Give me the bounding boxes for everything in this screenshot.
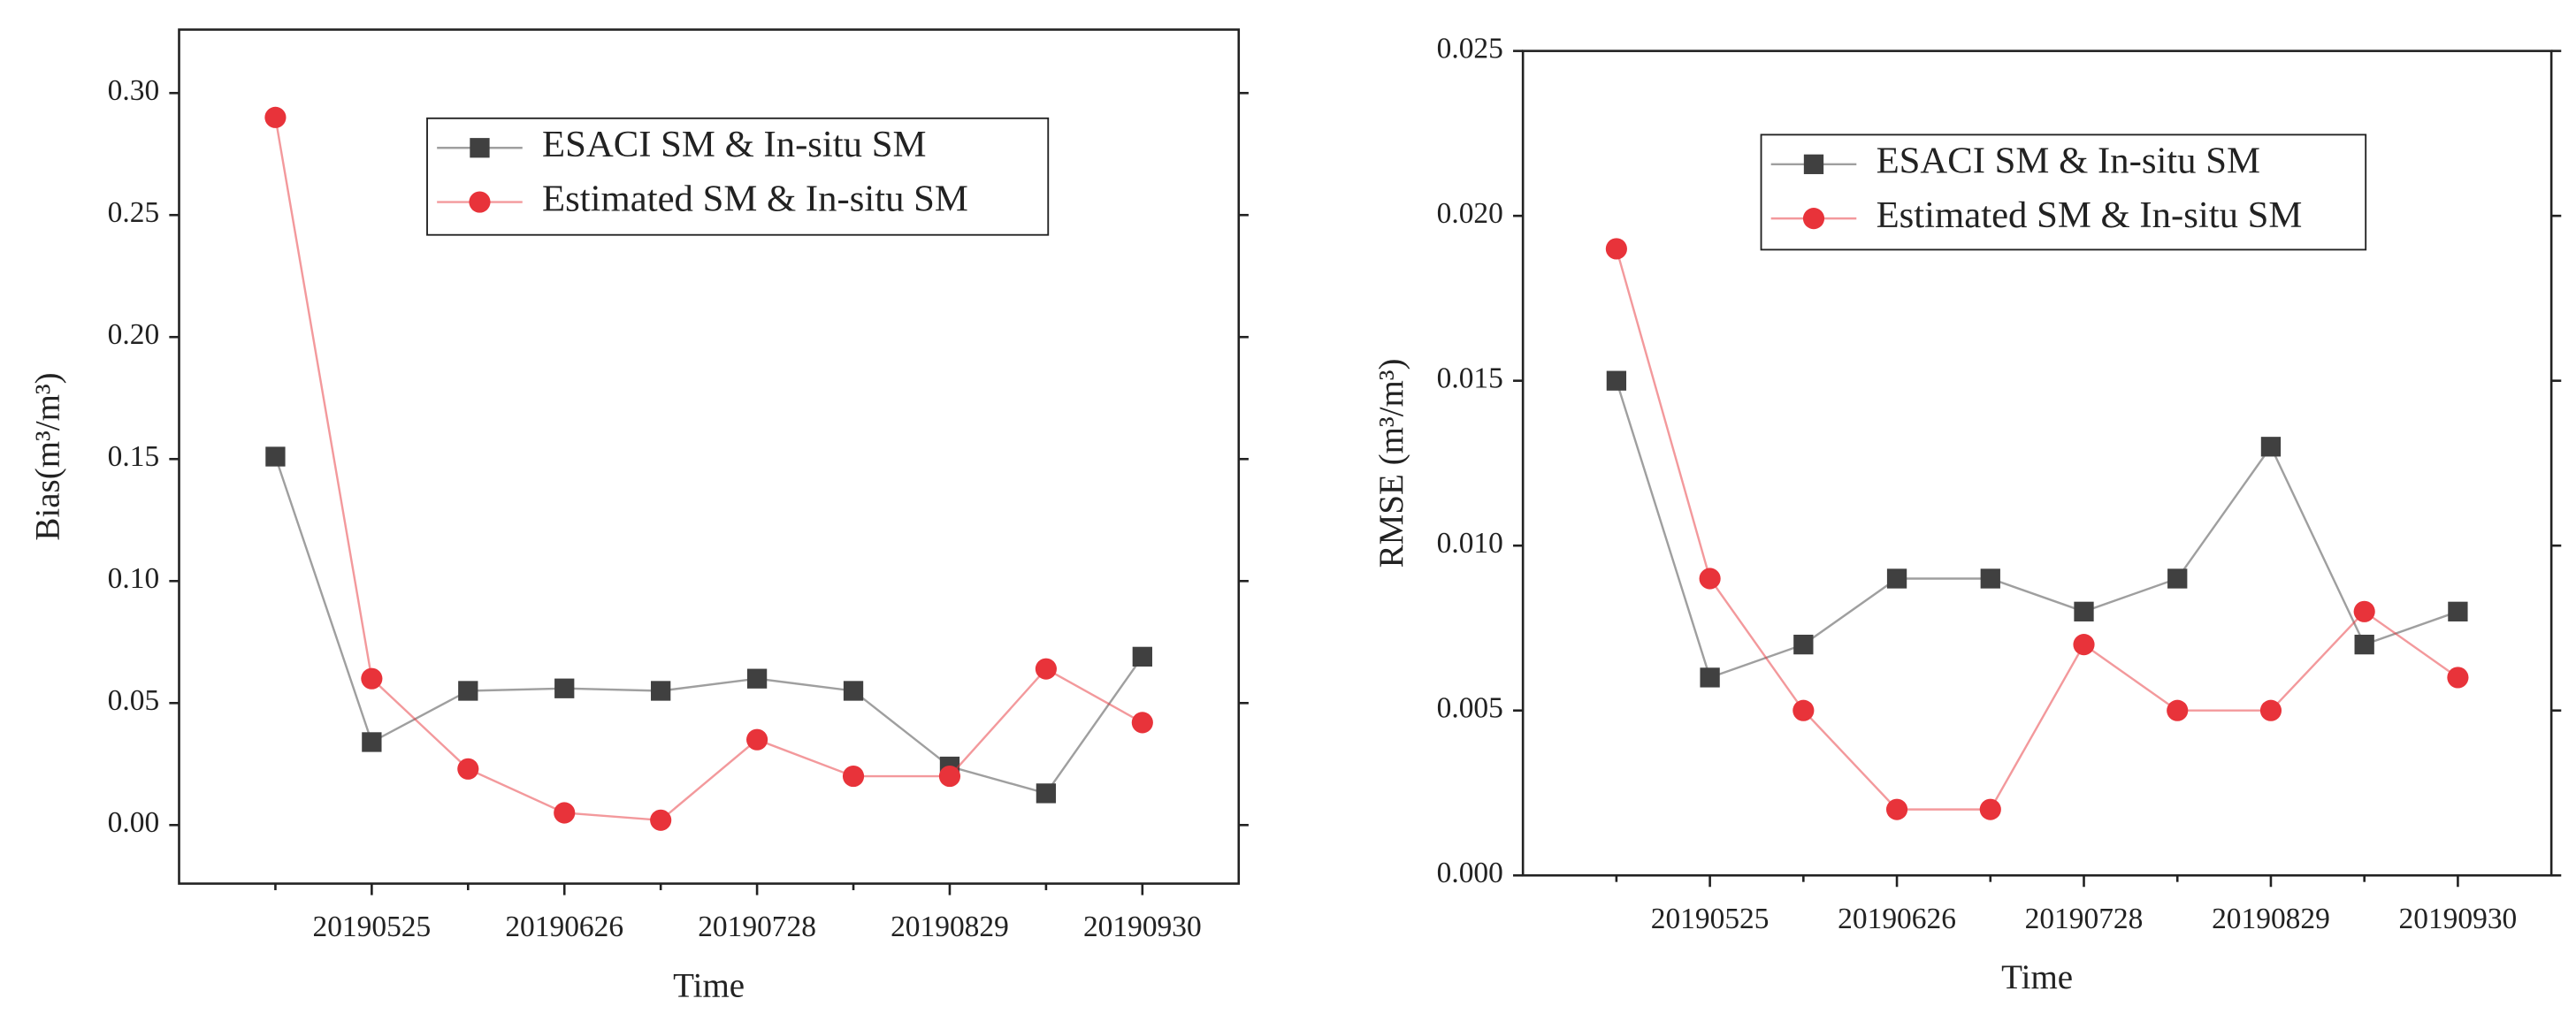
y-tick-label: 0.20 <box>108 318 160 351</box>
marker <box>1793 634 1814 655</box>
marker <box>2167 699 2189 721</box>
marker <box>1606 370 1627 391</box>
y-tick-label: 0.15 <box>108 440 160 473</box>
marker <box>361 667 383 690</box>
x-tick-label: 20190626 <box>1838 903 1956 935</box>
marker <box>554 802 576 824</box>
legend-label: Estimated SM & In-situ SM <box>1877 194 2303 236</box>
marker <box>938 766 961 788</box>
y-tick-label: 0.025 <box>1437 32 1503 65</box>
y-tick-label: 0.000 <box>1437 857 1503 889</box>
x-tick-label: 20190626 <box>505 911 623 943</box>
marker <box>458 681 478 701</box>
marker <box>1131 712 1153 734</box>
marker <box>1885 798 1908 820</box>
marker <box>2354 634 2374 655</box>
y-tick-label: 0.015 <box>1437 362 1503 394</box>
marker <box>2447 667 2469 689</box>
marker <box>264 106 287 128</box>
legend-marker <box>470 138 490 158</box>
y-tick-label: 0.25 <box>108 196 160 229</box>
legend-label: ESACI SM & In-situ SM <box>1877 141 2260 182</box>
marker <box>1699 568 1721 590</box>
marker <box>2074 601 2094 621</box>
marker <box>1886 568 1907 589</box>
marker <box>746 728 768 751</box>
marker <box>2073 634 2095 656</box>
marker <box>1792 699 1815 721</box>
legend-label: ESACI SM & In-situ SM <box>542 124 926 165</box>
x-tick-label: 20190829 <box>2212 903 2330 935</box>
series-line <box>1615 380 2458 679</box>
marker <box>1036 783 1057 804</box>
marker <box>2260 437 2282 457</box>
series-line <box>274 456 1143 795</box>
marker <box>1980 568 2000 589</box>
plot-frame <box>178 28 1241 885</box>
y-tick-label: 0.30 <box>108 74 160 107</box>
legend: ESACI SM & In-situ SM Estimated SM & In-s… <box>426 117 1050 236</box>
legend-box <box>426 117 1050 236</box>
legend-marker <box>1803 154 1824 174</box>
legend: ESACI SM & In-situ SM Estimated SM & In-s… <box>1760 133 2367 251</box>
y-tick-label: 0.020 <box>1437 197 1503 230</box>
y-tick-label: 0.10 <box>108 562 160 595</box>
marker <box>746 668 768 689</box>
legend-box <box>1760 133 2367 251</box>
marker <box>842 766 865 788</box>
x-tick-label: 20190829 <box>891 911 1009 943</box>
x-tick-label: 20190930 <box>1083 911 1202 943</box>
marker <box>1700 667 1720 688</box>
x-tick-label: 20190525 <box>312 911 431 943</box>
x-tick-label: 20190728 <box>2025 903 2144 935</box>
marker <box>265 446 286 467</box>
marker <box>2259 699 2282 721</box>
y-tick-label: 0.05 <box>108 684 160 717</box>
legend-label: Estimated SM & In-situ SM <box>542 178 968 219</box>
plot-frame <box>1521 50 2553 877</box>
marker <box>2448 601 2468 621</box>
series-line <box>1615 248 2459 811</box>
marker <box>554 678 575 698</box>
marker <box>1132 646 1152 667</box>
marker <box>1035 658 1057 680</box>
legend-marker <box>1802 208 1825 230</box>
y-tick-label: 0.010 <box>1437 527 1503 560</box>
y-axis-label: Bias(m³/m³) <box>29 372 67 540</box>
marker <box>651 681 671 701</box>
x-tick-label: 20190930 <box>2399 903 2518 935</box>
x-axis-label: Time <box>2001 958 2073 996</box>
x-tick-label: 20190525 <box>1651 903 1770 935</box>
legend-marker <box>469 191 491 213</box>
marker <box>843 681 864 701</box>
x-axis-label: Time <box>673 966 745 1004</box>
y-axis-label: RMSE (m³/m³) <box>1372 359 1410 568</box>
marker <box>1605 238 1627 260</box>
marker <box>2353 600 2375 622</box>
y-tick-label: 0.005 <box>1437 691 1503 724</box>
x-tick-label: 20190728 <box>698 911 816 943</box>
series-line <box>274 117 1143 822</box>
marker <box>650 809 672 831</box>
marker <box>2167 568 2188 589</box>
marker <box>362 732 382 752</box>
y-tick-label: 0.00 <box>108 806 160 839</box>
marker <box>1979 798 2001 820</box>
marker <box>457 758 479 780</box>
